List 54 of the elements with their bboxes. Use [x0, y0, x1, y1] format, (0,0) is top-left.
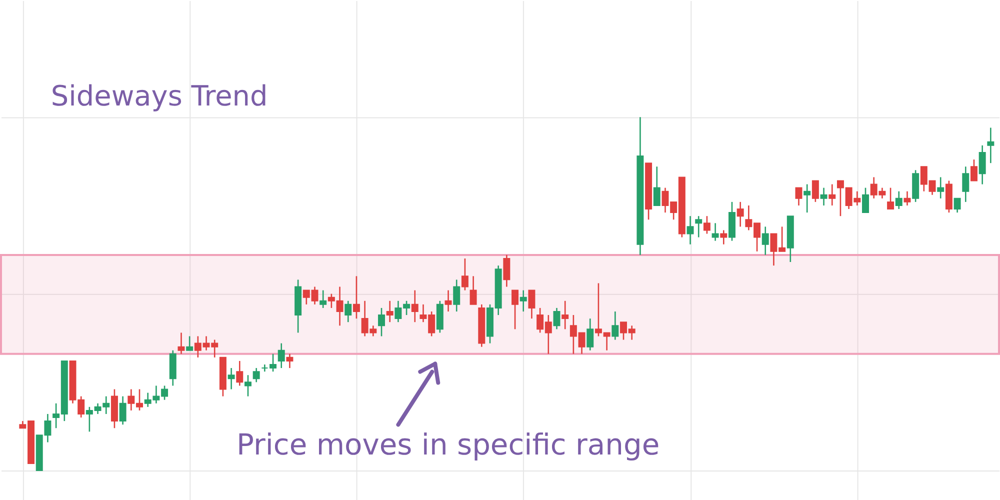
candlestick — [612, 310, 619, 340]
candlestick — [411, 290, 418, 323]
candlestick — [978, 144, 986, 185]
candlestick — [812, 180, 819, 203]
candlestick — [470, 276, 477, 306]
candlestick — [703, 215, 710, 234]
candlestick — [444, 290, 452, 312]
candlestick — [653, 166, 660, 206]
candlestick — [270, 353, 277, 372]
annotation: Price moves in specific range — [236, 428, 660, 462]
candlestick — [820, 187, 828, 206]
candlestick — [553, 307, 560, 330]
candlestick — [461, 258, 468, 291]
candlestick — [278, 342, 285, 369]
candlestick — [804, 184, 811, 214]
candlestick — [887, 187, 894, 210]
candlestick — [736, 201, 744, 228]
candlestick — [503, 254, 510, 288]
candlestick — [895, 190, 902, 210]
candlestick — [962, 166, 970, 203]
candlestick — [686, 215, 694, 245]
candlestick — [228, 367, 235, 390]
candlestick — [954, 198, 961, 214]
candlestick — [236, 360, 244, 386]
candlestick — [720, 230, 728, 245]
candlestick — [937, 176, 944, 200]
candlestick — [378, 307, 385, 337]
candlestick — [862, 187, 869, 214]
candlestick — [286, 353, 294, 369]
candlestick — [970, 158, 978, 182]
candlestick — [352, 276, 360, 320]
candlestick — [712, 222, 719, 242]
candlestick — [520, 290, 527, 312]
candlestick — [795, 187, 802, 206]
candlestick — [695, 215, 702, 238]
candlestick — [904, 190, 911, 206]
candlestick — [512, 290, 519, 330]
candlestick — [386, 300, 394, 323]
candlestick — [261, 364, 268, 372]
candlestick — [762, 226, 769, 256]
chart-title: Sideways Trend — [50, 79, 268, 112]
candlestick — [244, 374, 252, 397]
candlestick — [178, 332, 185, 355]
candlestick — [828, 184, 836, 206]
candlestick — [528, 290, 536, 320]
candlestick — [987, 127, 994, 164]
candlestick — [186, 336, 194, 352]
candlestick — [586, 318, 594, 352]
candlestick — [344, 300, 352, 323]
candlestick — [453, 279, 460, 312]
candlestick — [252, 367, 260, 383]
candlestick — [320, 290, 327, 309]
candlestick — [119, 396, 126, 426]
candlestick — [562, 300, 569, 330]
